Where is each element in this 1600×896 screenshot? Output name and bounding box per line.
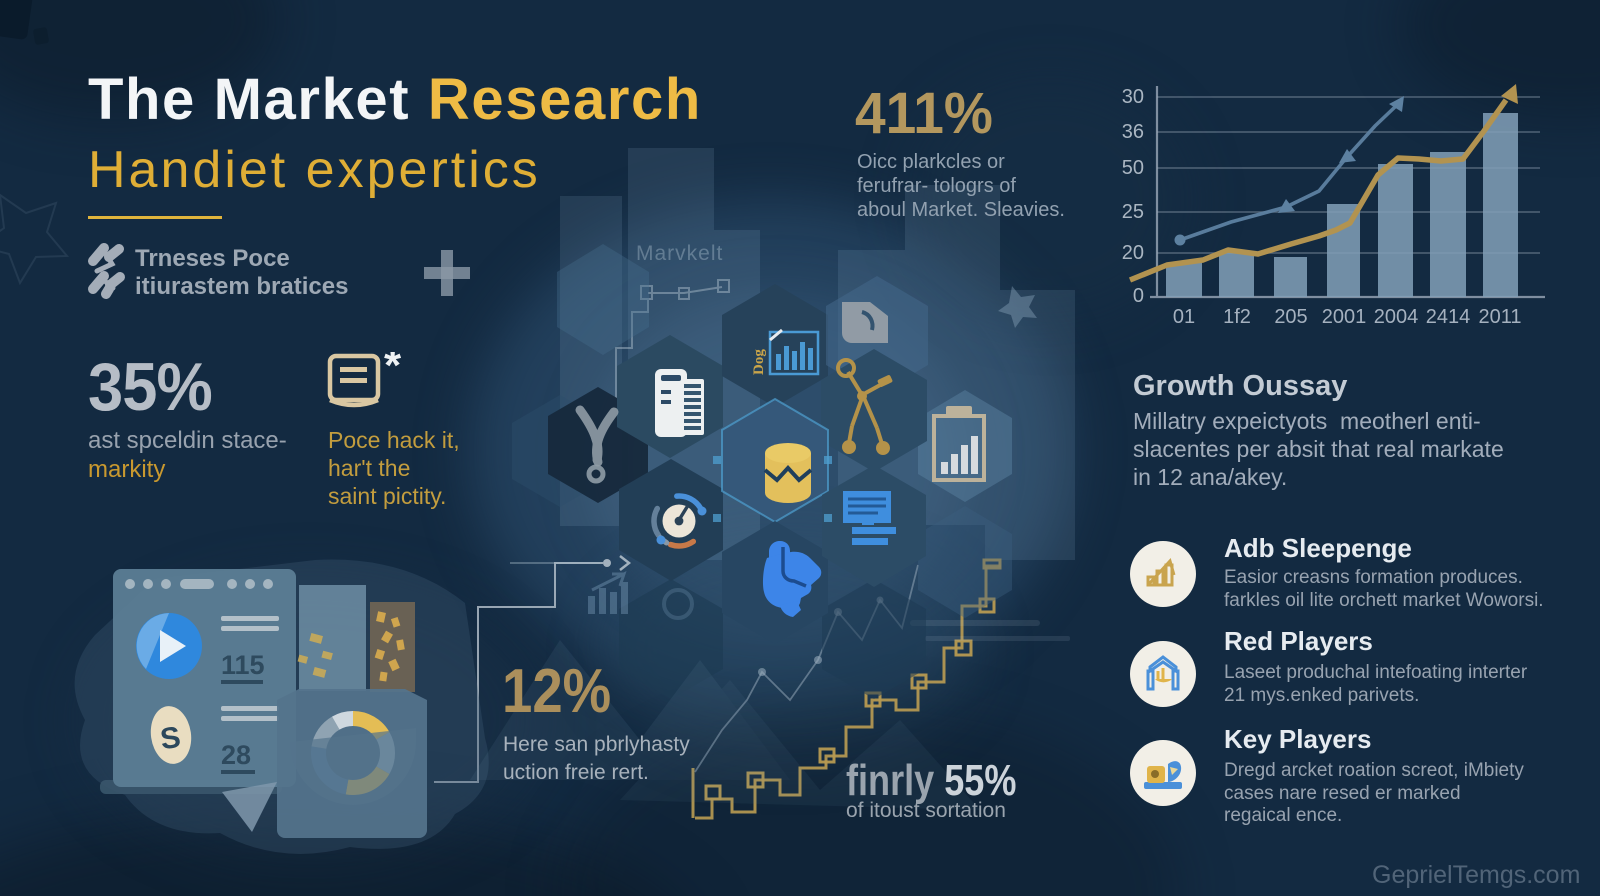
svg-text:*: * [384, 352, 402, 390]
svg-text:Dog: Dog [751, 349, 767, 375]
svg-text:115: 115 [221, 650, 265, 680]
svg-text:28: 28 [221, 740, 251, 770]
svg-text:S: S [158, 721, 182, 756]
